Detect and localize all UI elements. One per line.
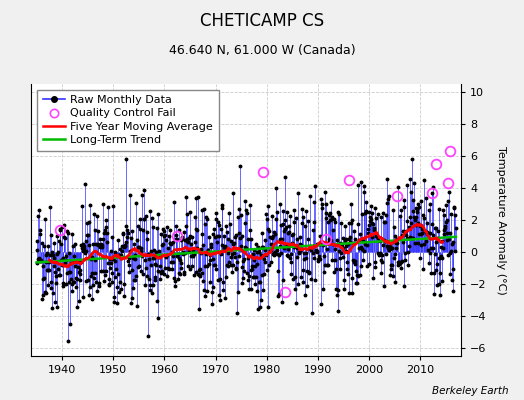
Text: 46.640 N, 61.000 W (Canada): 46.640 N, 61.000 W (Canada) <box>169 44 355 57</box>
Text: Berkeley Earth: Berkeley Earth <box>432 386 508 396</box>
Legend: Raw Monthly Data, Quality Control Fail, Five Year Moving Average, Long-Term Tren: Raw Monthly Data, Quality Control Fail, … <box>37 90 219 151</box>
Y-axis label: Temperature Anomaly (°C): Temperature Anomaly (°C) <box>496 146 506 294</box>
Text: CHETICAMP CS: CHETICAMP CS <box>200 12 324 30</box>
